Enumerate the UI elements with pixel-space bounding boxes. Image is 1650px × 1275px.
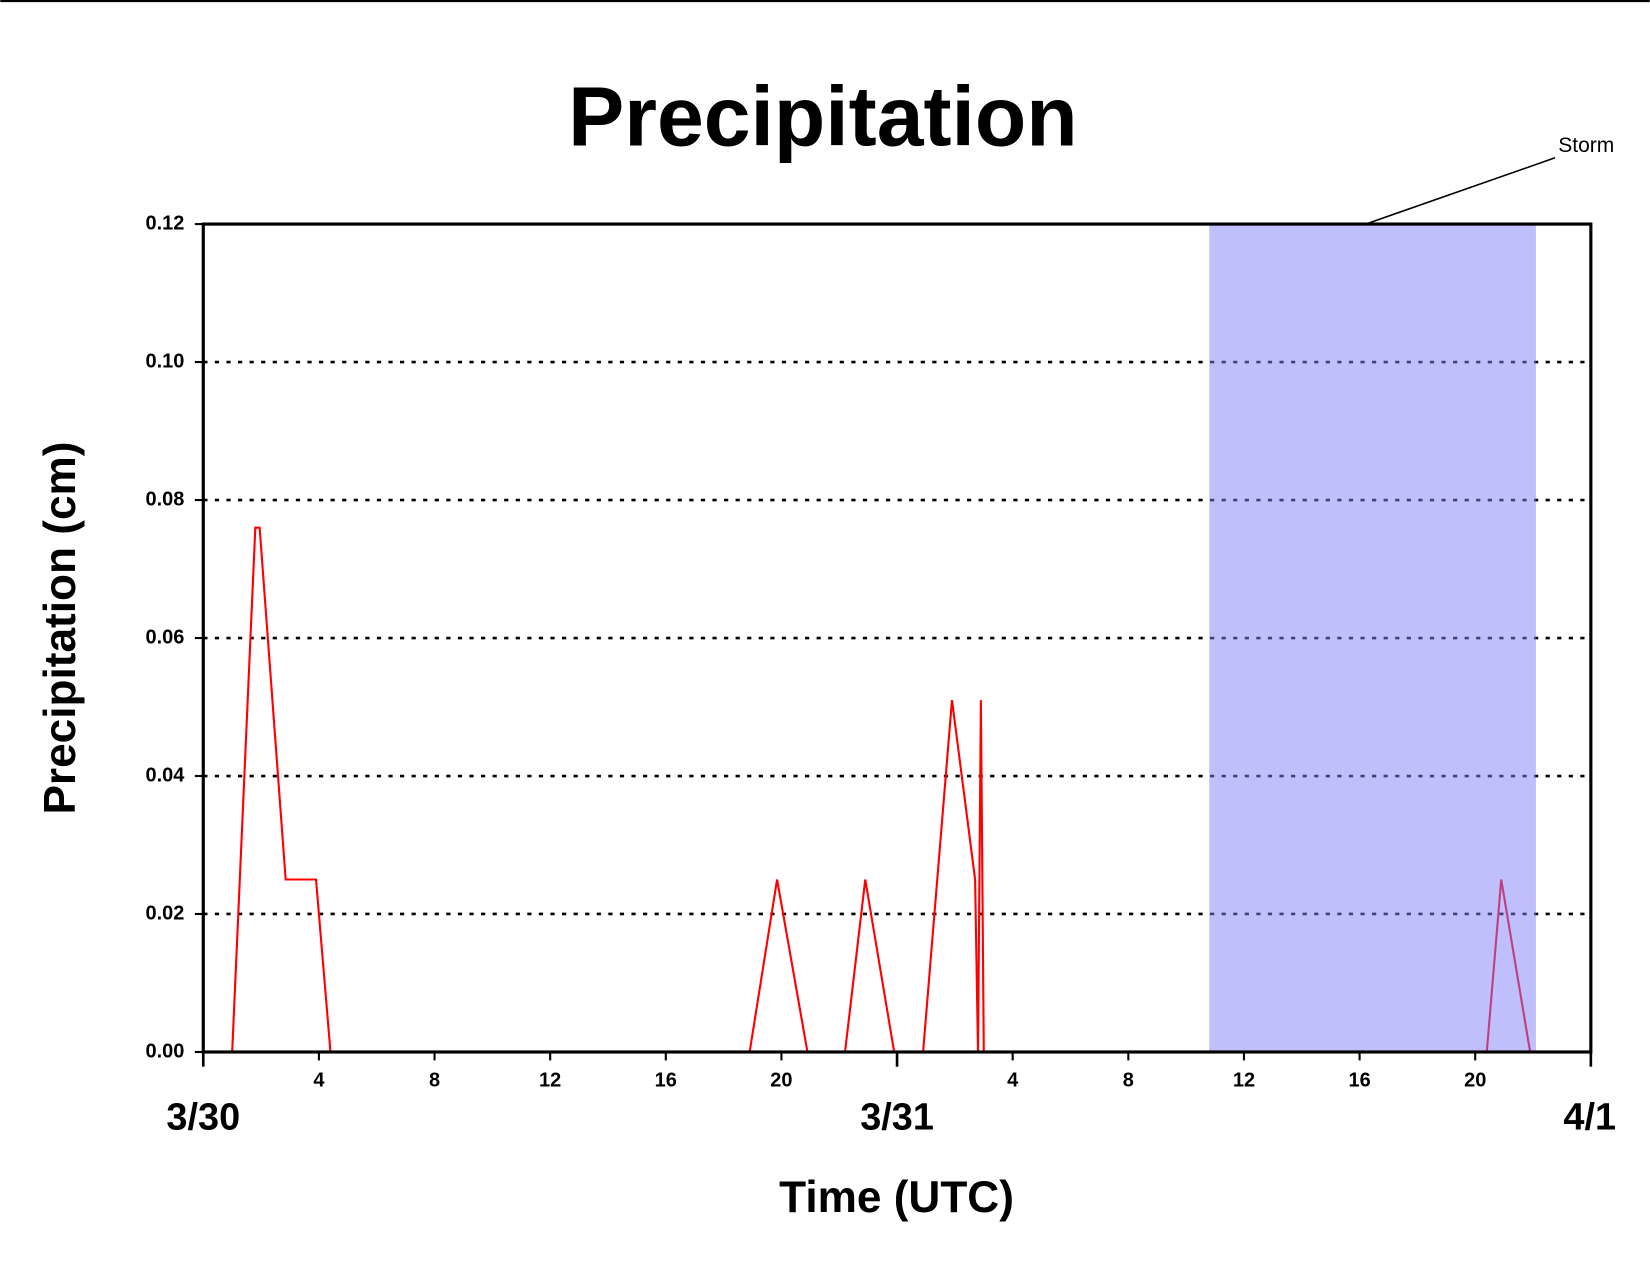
y-tick-label: 0.06 [145, 626, 184, 648]
y-tick-label: 0.08 [145, 488, 184, 510]
x-tick-label: 12 [539, 1070, 561, 1092]
x-tick-label: 8 [429, 1070, 440, 1092]
annotation-leader [1365, 157, 1556, 225]
x-tick-label: 16 [1348, 1070, 1370, 1092]
y-tick-label: 0.02 [145, 902, 184, 924]
x-tick-label: 20 [770, 1070, 792, 1092]
x-tick-label: 4 [1007, 1070, 1018, 1092]
y-tick-label: 0.10 [145, 350, 184, 372]
day-label: 3/30 [166, 1096, 240, 1138]
chart-title: Precipitation [568, 69, 1078, 163]
y-tick-label: 0.04 [145, 764, 184, 786]
annotation-label: Storm [1558, 134, 1614, 157]
x-tick-label: 16 [655, 1070, 677, 1092]
x-tick-label: 20 [1464, 1070, 1486, 1092]
x-tick-label: 4 [313, 1070, 324, 1092]
day-label: 3/31 [860, 1096, 934, 1138]
y-tick-label: 0.00 [145, 1040, 184, 1062]
day-label: 4/1 [1563, 1096, 1616, 1138]
plot-area: 0.00 0.02 0.04 0.06 0.08 0.10 0.12 Storm 4 8 12 16 2… [145, 134, 1616, 1139]
x-axis-title: Time (UTC) [779, 1173, 1014, 1222]
storm-region [1209, 224, 1536, 1052]
y-axis-title: Precipitation (cm) [36, 441, 85, 814]
y-tick-label: 0.12 [145, 212, 184, 234]
x-tick-label: 12 [1233, 1070, 1255, 1092]
x-tick-label: 8 [1123, 1070, 1134, 1092]
